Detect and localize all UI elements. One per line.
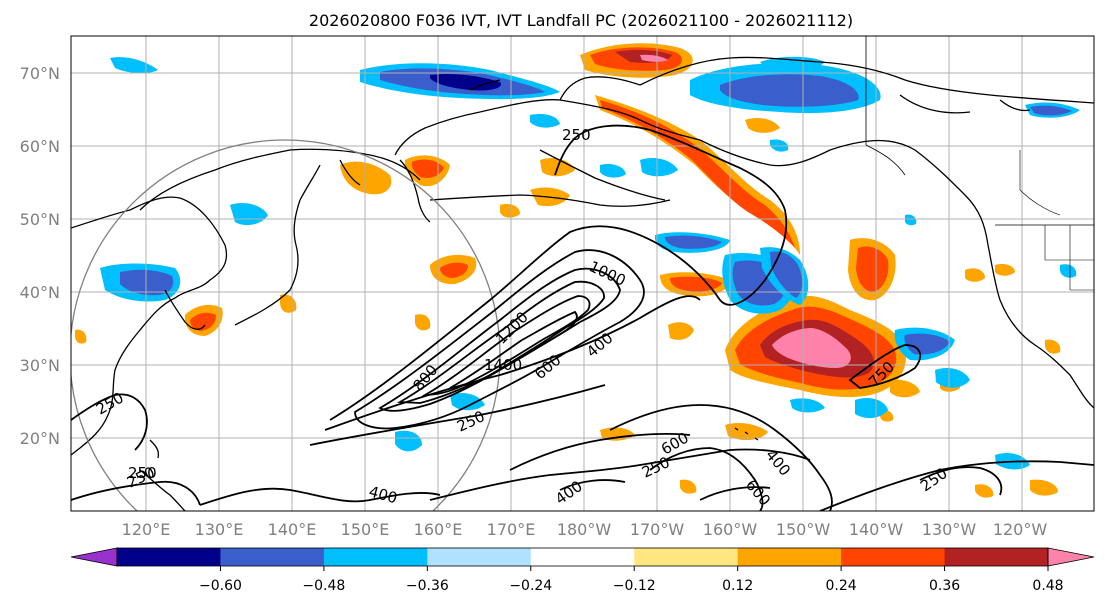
colorbar-segment	[530, 548, 635, 566]
colorbar-tick-label: −0.48	[302, 578, 345, 594]
contour-label: 250	[128, 464, 157, 482]
colorbar-segment	[737, 548, 842, 566]
lat-label: 30°N	[20, 356, 60, 375]
lon-label: 130°W	[922, 520, 977, 539]
contour-label: 1400	[484, 356, 522, 374]
lon-label: 170°W	[630, 520, 685, 539]
colorbar-tick-label: −0.36	[406, 578, 449, 594]
colorbar-segment	[427, 548, 532, 566]
colorbar-tick-label: −0.24	[509, 578, 552, 594]
lon-label: 160°E	[414, 520, 463, 539]
lat-label: 20°N	[20, 429, 60, 448]
colorbar-tick-label: −0.12	[613, 578, 656, 594]
colorbar-extend-low	[70, 547, 118, 567]
lon-label: 140°E	[268, 520, 317, 539]
latitude-labels: 70°N 60°N 50°N 40°N 30°N 20°N	[20, 64, 60, 448]
lon-label: 160°W	[703, 520, 758, 539]
colorbar-segment	[634, 548, 739, 566]
coastlines	[71, 36, 1094, 511]
colorbar-ticks: −0.60 −0.48 −0.36 −0.24 −0.12 0.12 0.24 0.36 0.4…	[199, 566, 1064, 594]
lat-label: 40°N	[20, 283, 60, 302]
colorbar-tick-label: 0.48	[1032, 578, 1063, 594]
lon-label: 140°W	[849, 520, 904, 539]
colorbar-segments	[117, 548, 1049, 566]
map-frame	[70, 35, 1095, 512]
colorbar-segment	[117, 548, 221, 566]
colorbar-segment	[220, 548, 325, 566]
lon-label: 120°E	[122, 520, 171, 539]
colorbar-segment	[841, 548, 946, 566]
lat-label: 50°N	[20, 210, 60, 229]
colorbar-segment	[323, 548, 428, 566]
lon-label: 150°E	[341, 520, 390, 539]
colorbar-tick-label: −0.60	[199, 578, 242, 594]
lon-label: 170°E	[487, 520, 536, 539]
map-area: 250 1000 1200 1400 800 600 400 250 250 6…	[71, 36, 1094, 511]
lon-label: 150°W	[776, 520, 831, 539]
lat-label: 60°N	[20, 137, 60, 156]
colorbar-outline	[116, 547, 1049, 567]
colorbar-tick-label: 0.36	[929, 578, 960, 594]
graticule	[71, 36, 1094, 511]
lon-label: 130°E	[195, 520, 244, 539]
longitude-labels: 120°E 130°E 140°E 150°E 160°E 170°E 180°…	[122, 520, 1048, 539]
colorbar: −0.60 −0.48 −0.36 −0.24 −0.12 0.12 0.24 0.36 0.4…	[70, 547, 1095, 594]
colorbar-tick-label: 0.24	[826, 578, 857, 594]
colorbar-tick-label: 0.12	[722, 578, 753, 594]
map-title: 2026020800 F036 IVT, IVT Landfall PC (20…	[309, 11, 853, 30]
ivt-contours	[71, 124, 1094, 511]
colorbar-extend-high	[1047, 547, 1095, 567]
lon-label: 120°W	[993, 520, 1048, 539]
colorbar-segment	[944, 548, 1049, 566]
lon-label: 180°W	[557, 520, 612, 539]
contour-label: 250	[562, 126, 591, 144]
pc-shading-negative	[100, 56, 1080, 470]
ocean-background	[71, 36, 1094, 511]
lat-label: 70°N	[20, 64, 60, 83]
